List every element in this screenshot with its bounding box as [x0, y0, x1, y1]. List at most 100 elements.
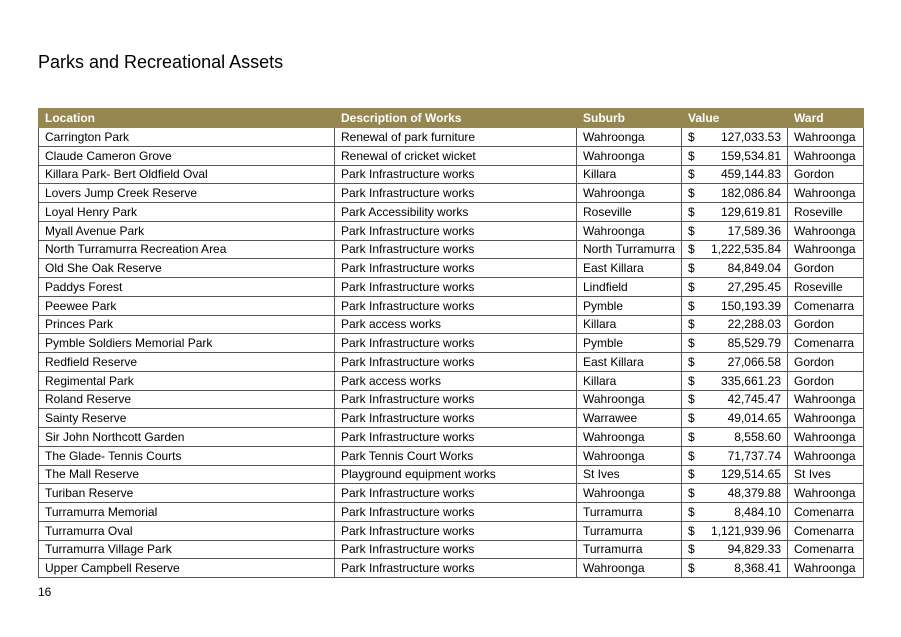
table-cell: $	[681, 220, 704, 241]
table-row: Old She Oak Reserve Park Infrastructure w…	[38, 258, 865, 278]
table-cell: $	[681, 295, 704, 316]
table-cell: Loyal Henry Park	[38, 202, 335, 222]
table-cell: $	[681, 502, 704, 522]
table-cell: Myall Avenue Park	[38, 220, 335, 241]
table-cell: Park Infrastructure works	[334, 352, 577, 372]
table-cell: Park Infrastructure works	[334, 520, 577, 541]
table-cell: Turiban Reserve	[38, 483, 335, 503]
table-cell: $	[681, 408, 704, 428]
table-cell: 8,484.10	[703, 502, 789, 522]
table-cell: $	[681, 370, 704, 391]
table-cell: Gordon	[787, 314, 865, 335]
table-cell: Turramurra Oval	[38, 520, 335, 541]
table-cell: $	[681, 145, 704, 166]
table-row: Claude Cameron Grove Renewal of cricket w…	[38, 145, 865, 166]
table-cell: Old She Oak Reserve	[38, 258, 335, 278]
page-number: 16	[38, 585, 52, 599]
table-cell: Park Accessibility works	[334, 202, 577, 222]
table-cell: Wahroonga	[787, 145, 865, 166]
table-cell: Roseville	[787, 277, 865, 297]
table-cell: 150,193.39	[703, 295, 789, 316]
table-cell: Wahroonga	[787, 427, 865, 447]
table-cell: Upper Campbell Reserve	[38, 558, 335, 578]
page-title: Parks and Recreational Assets	[38, 52, 284, 72]
table-cell: Sainty Reserve	[38, 408, 335, 428]
table-cell: Comenarra	[787, 520, 865, 541]
header-row: Location Description of Works Suburb Value W…	[38, 108, 865, 128]
table-cell: Warrawee	[576, 408, 682, 428]
table-cell: $	[681, 389, 704, 410]
table-cell: 8,558.60	[703, 427, 789, 447]
table-cell: Comenarra	[787, 295, 865, 316]
table-cell: Killara	[576, 164, 682, 185]
table-cell: Comenarra	[787, 333, 865, 353]
table-row: Turramurra Village Park Park Infrastructu…	[38, 539, 865, 560]
table-row: Loyal Henry Park Park Accessibility works…	[38, 202, 865, 222]
table-row: Carrington Park Renewal of park furniture…	[38, 127, 865, 147]
table-cell: Paddys Forest	[38, 277, 335, 297]
table-cell: East Killara	[576, 352, 682, 372]
table-cell: Roseville	[787, 202, 865, 222]
table-cell: Wahroonga	[787, 408, 865, 428]
table-cell: Wahroonga	[787, 389, 865, 410]
table-cell: $	[681, 558, 704, 578]
table-row: North Turramurra Recreation Area Park Inf…	[38, 239, 865, 260]
table-cell: Wahroonga	[576, 145, 682, 166]
table-cell: 84,849.04	[703, 258, 789, 278]
table-cell: $	[681, 539, 704, 560]
table-cell: Peewee Park	[38, 295, 335, 316]
table-row: The Glade- Tennis Courts Park Tennis Cour…	[38, 445, 865, 466]
table-cell: $	[681, 202, 704, 222]
table-cell: Wahroonga	[787, 445, 865, 466]
table-cell: Park Infrastructure works	[334, 277, 577, 297]
table-cell: Wahroonga	[576, 427, 682, 447]
table-cell: $	[681, 127, 704, 147]
table-cell: Park Infrastructure works	[334, 502, 577, 522]
table-cell: 129,514.65	[703, 464, 789, 485]
table-cell: Roseville	[576, 202, 682, 222]
table-row: Lovers Jump Creek Reserve Park Infrastruc…	[38, 183, 865, 203]
column-header: Suburb	[576, 108, 682, 128]
table-cell: 182,086.84	[703, 183, 789, 203]
table-cell: Wahroonga	[576, 445, 682, 466]
table-row: Killara Park- Bert Oldfield Oval Park Inf…	[38, 164, 865, 185]
table-cell: Comenarra	[787, 502, 865, 522]
table-cell: Wahroonga	[576, 220, 682, 241]
table-cell: 1,121,939.96	[703, 520, 789, 541]
table-cell: 335,661.23	[703, 370, 789, 391]
table-cell: Park Infrastructure works	[334, 389, 577, 410]
table-row: Regimental Park Park access works Killara $…	[38, 370, 865, 391]
table-cell: Princes Park	[38, 314, 335, 335]
table-cell: Wahroonga	[787, 220, 865, 241]
table-cell: Lovers Jump Creek Reserve	[38, 183, 335, 203]
table-cell: $	[681, 483, 704, 503]
table-cell: 85,529.79	[703, 333, 789, 353]
table-cell: Turramurra	[576, 539, 682, 560]
table-cell: $	[681, 314, 704, 335]
table-cell: $	[681, 520, 704, 541]
table-cell: Pymble	[576, 333, 682, 353]
table-row: Roland Reserve Park Infrastructure works W…	[38, 389, 865, 410]
table-cell: Turramurra Village Park	[38, 539, 335, 560]
table-cell: 459,144.83	[703, 164, 789, 185]
table-cell: 27,295.45	[703, 277, 789, 297]
table-row: Myall Avenue Park Park Infrastructure wor…	[38, 220, 865, 241]
column-header: Description of Works	[334, 108, 577, 128]
table-cell: Carrington Park	[38, 127, 335, 147]
table-cell: Wahroonga	[576, 183, 682, 203]
table-cell: Gordon	[787, 258, 865, 278]
table-cell: Gordon	[787, 370, 865, 391]
table-cell: $	[681, 183, 704, 203]
table-cell: 159,534.81	[703, 145, 789, 166]
table-cell: East Killara	[576, 258, 682, 278]
column-header: Location	[38, 108, 335, 128]
table-row: Princes Park Park access works Killara $22,…	[38, 314, 865, 335]
table-row: Sir John Northcott Garden Park Infrastruc…	[38, 427, 865, 447]
table-cell: $	[681, 445, 704, 466]
table-cell: Pymble	[576, 295, 682, 316]
table-cell: Park Infrastructure works	[334, 483, 577, 503]
table-cell: North Turramurra Recreation Area	[38, 239, 335, 260]
table-cell: Park Infrastructure works	[334, 558, 577, 578]
table-cell: Park Infrastructure works	[334, 258, 577, 278]
table-cell: Lindfield	[576, 277, 682, 297]
